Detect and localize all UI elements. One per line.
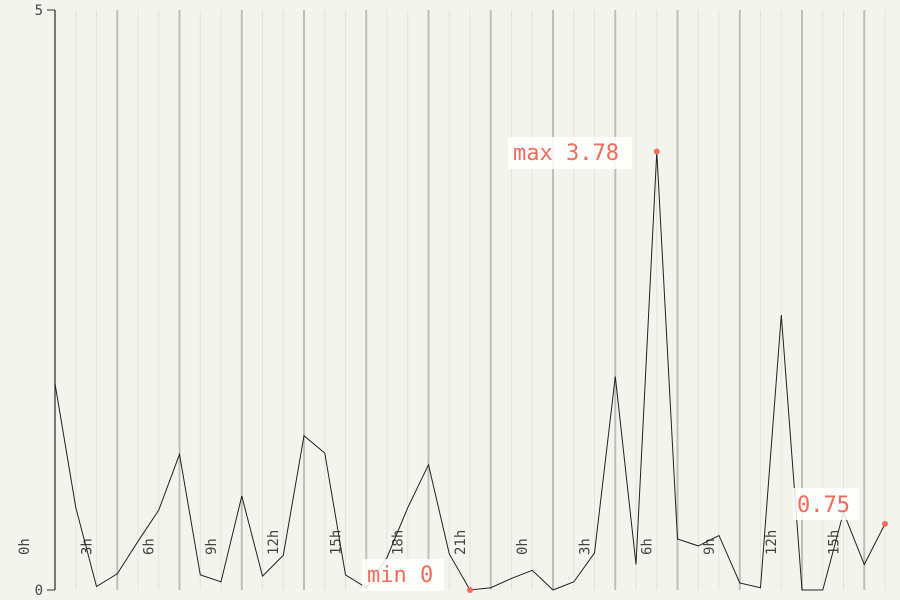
last-label-box bbox=[793, 488, 859, 520]
y-tick-label-min: 0 bbox=[35, 583, 43, 599]
min-label-box bbox=[362, 559, 444, 591]
x-tick-label: 9h bbox=[204, 538, 220, 555]
x-tick-label: 15h bbox=[328, 530, 344, 555]
min-annotation-label: min 0 bbox=[367, 563, 433, 588]
x-tick-label: 15h bbox=[826, 530, 842, 555]
annotations: max 3.78 min 0 0.75 bbox=[362, 137, 859, 591]
x-tick-label: 6h bbox=[142, 538, 158, 555]
last-marker bbox=[882, 520, 888, 527]
y-tick-label-max: 5 bbox=[35, 3, 43, 19]
x-tick-label: 3h bbox=[79, 538, 95, 555]
x-tick-label: 6h bbox=[640, 538, 656, 555]
x-tick-label: 12h bbox=[266, 530, 282, 555]
max-label-box bbox=[508, 137, 632, 169]
max-marker bbox=[653, 148, 660, 155]
last-value-label: 0.75 bbox=[797, 493, 850, 518]
series bbox=[54, 148, 888, 593]
x-tick-label: 0h bbox=[17, 538, 33, 555]
axes: 5 0 bbox=[35, 3, 56, 599]
x-tick-labels: 0h 3h 6h 9h 12h 15h 18h 21h 0h 3h 6h 9h 12h 15h bbox=[17, 530, 842, 555]
x-tick-label: 0h bbox=[515, 538, 531, 555]
grid bbox=[54, 10, 886, 590]
x-tick-label: 12h bbox=[764, 530, 780, 555]
min-marker bbox=[467, 587, 473, 593]
x-tick-label: 18h bbox=[391, 530, 407, 555]
x-tick-label: 21h bbox=[453, 530, 469, 555]
max-annotation-label: max 3.78 bbox=[513, 141, 619, 166]
x-tick-label: 3h bbox=[577, 538, 593, 555]
